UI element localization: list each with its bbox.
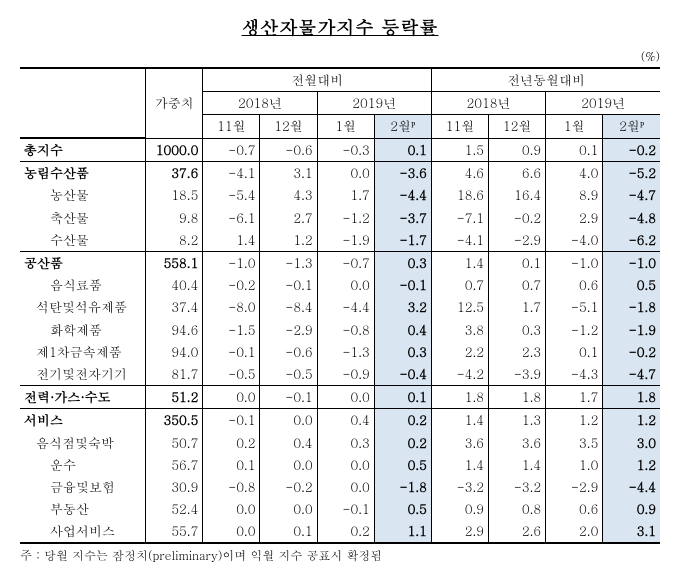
table-row: 제1차금속제품94.0-0.1-0.6-1.30.32.22.30.1-0.2 [20, 341, 660, 363]
col-m1: 1월 [317, 115, 374, 138]
col-m11: 11월 [431, 115, 488, 138]
table-row: 총지수1000.0-0.7-0.6-0.30.11.50.90.1-0.2 [20, 138, 660, 162]
table-row: 사업서비스55.70.00.10.21.12.92.62.03.1 [20, 520, 660, 543]
table-row: 화학제품94.6-1.5-2.9-0.80.43.80.3-1.2-1.9 [20, 319, 660, 341]
table-row: 공산품558.1-1.0-1.3-0.70.31.40.1-1.0-1.0 [20, 252, 660, 275]
table-row: 금융및보험30.9-0.8-0.20.0-1.8-3.2-3.2-2.9-4.4 [20, 476, 660, 498]
table-row: 농림수산품37.6-4.13.10.0-3.64.66.64.0-5.2 [20, 162, 660, 185]
table-row: 석탄및석유제품37.4-8.0-8.4-4.43.212.51.7-5.1-1.… [20, 296, 660, 318]
col-2019-mom: 2019년 [317, 92, 431, 115]
table-row: 음식점및숙박50.70.20.40.30.23.63.63.53.0 [20, 432, 660, 454]
col-m1: 1월 [546, 115, 603, 138]
col-m2: 2월ᴾ [603, 115, 660, 138]
footnote: 주 : 당월 지수는 잠정치(preliminary)이며 익월 지수 공표시 … [20, 548, 660, 564]
col-2018-yoy: 2018년 [431, 92, 545, 115]
col-yoy: 전년동월대비 [431, 68, 660, 92]
table-title: 생산자물가지수 등락률 [20, 15, 660, 40]
ppi-table: 가중치 전월대비 전년동월대비 2018년 2019년 2018년 2019년 … [20, 67, 660, 544]
table-row: 전기및전자기기81.7-0.5-0.5-0.9-0.4-4.2-3.9-4.3-… [20, 363, 660, 386]
col-2019-yoy: 2019년 [546, 92, 660, 115]
col-mom: 전월대비 [203, 68, 432, 92]
table-row: 수산물8.21.41.2-1.9-1.7-4.1-2.9-4.0-6.2 [20, 229, 660, 252]
col-weight: 가중치 [146, 68, 203, 138]
unit-label: (%) [20, 48, 660, 65]
table-row: 서비스350.5-0.10.00.40.21.41.31.21.2 [20, 409, 660, 432]
table-row: 음식료품40.4-0.2-0.10.0-0.10.70.70.60.5 [20, 274, 660, 296]
table-row: 축산물9.8-6.12.7-1.2-3.7-7.1-0.22.9-4.8 [20, 207, 660, 229]
col-m12: 12월 [489, 115, 546, 138]
col-m2: 2월ᴾ [374, 115, 431, 138]
col-m11: 11월 [203, 115, 260, 138]
table-row: 부동산52.40.00.0-0.10.50.90.80.60.9 [20, 498, 660, 520]
col-2018-mom: 2018년 [203, 92, 317, 115]
table-row: 전력·가스·수도51.20.0-0.10.00.11.81.81.71.8 [20, 386, 660, 409]
table-row: 농산물18.5-5.44.31.7-4.418.616.48.9-4.7 [20, 184, 660, 206]
col-m12: 12월 [260, 115, 317, 138]
table-row: 운수56.70.10.00.00.51.41.41.01.2 [20, 454, 660, 476]
